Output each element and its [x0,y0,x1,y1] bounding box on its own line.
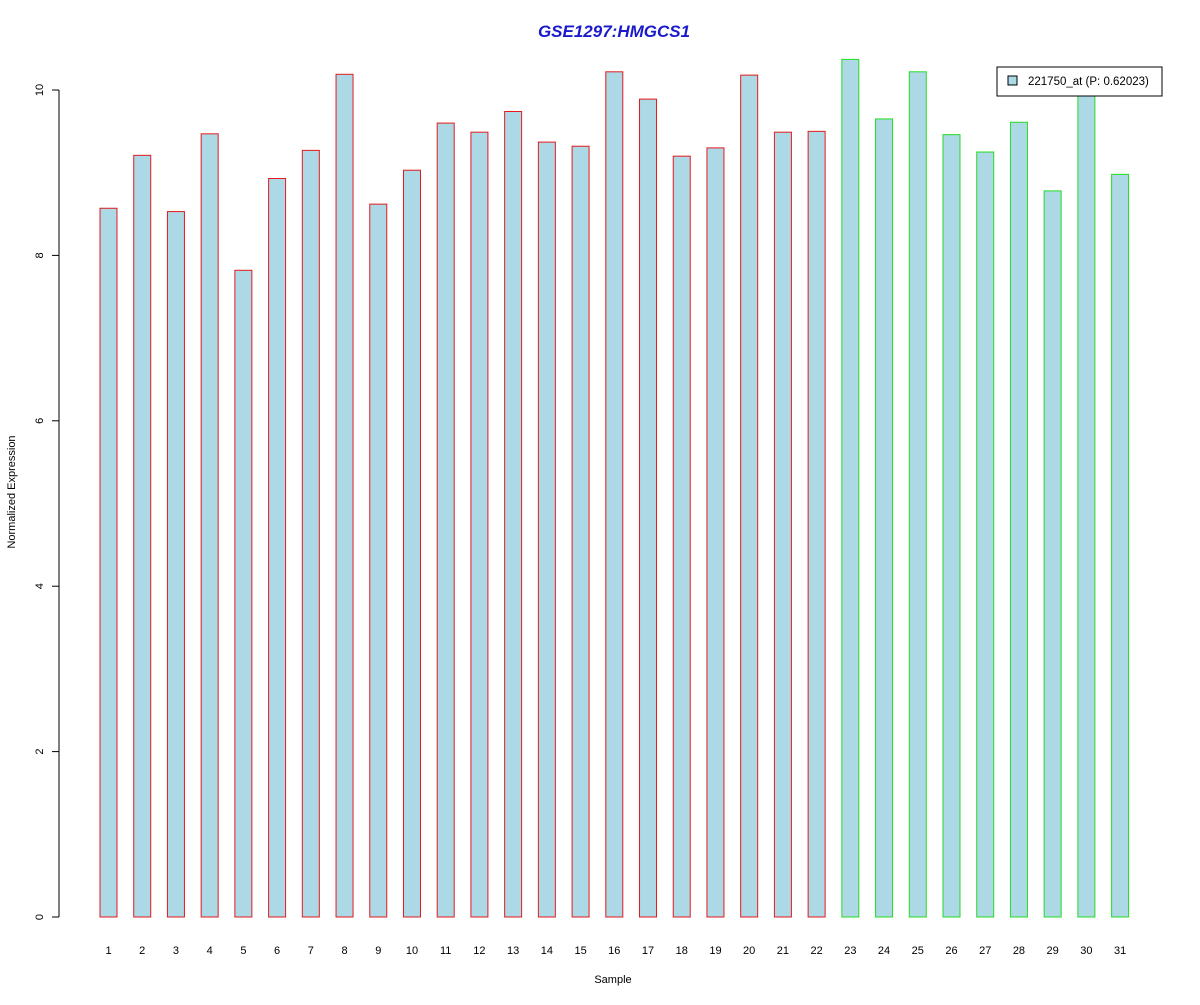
bars-layer [99,58,1130,918]
bar-sample-29 [1043,190,1062,918]
x-tick-label-28: 28 [1013,945,1025,957]
x-tick-label-13: 13 [507,945,519,957]
x-tick-label-25: 25 [912,945,924,957]
bar-sample-9 [369,203,388,918]
bar-sample-17 [639,98,658,918]
legend: 221750_at (P: 0.62023) [996,66,1163,97]
bar-sample-5 [234,269,253,918]
x-tick-label-5: 5 [240,945,246,957]
x-axis-label: Sample [594,974,631,986]
bar-sample-24 [875,118,894,918]
bar-sample-2 [133,154,152,918]
bar-sample-15 [571,145,590,918]
x-tick-label-16: 16 [608,945,620,957]
x-tick-label-1: 1 [105,945,111,957]
bar-sample-31 [1111,173,1130,918]
x-tick-label-9: 9 [375,945,381,957]
bar-sample-18 [672,155,691,918]
bar-sample-30 [1077,90,1096,918]
bar-sample-16 [605,71,624,918]
bar-sample-12 [470,131,489,918]
x-tick-label-7: 7 [308,945,314,957]
x-tick-label-30: 30 [1080,945,1092,957]
y-tick-label-0: 0 [34,914,46,920]
bar-sample-19 [706,147,725,918]
bar-sample-25 [908,71,927,918]
x-tick-label-26: 26 [945,945,957,957]
x-tick-label-6: 6 [274,945,280,957]
x-tick-label-15: 15 [574,945,586,957]
x-tick-label-18: 18 [676,945,688,957]
bar-sample-13 [504,111,523,918]
x-tick-label-12: 12 [473,945,485,957]
bar-sample-14 [537,141,556,918]
x-tick-label-19: 19 [709,945,721,957]
x-axis-labels: 1 2 3 4 5 6 7 8 9 10 11 12 13 14 15 16 17 18 19 20 21 22 23 24 2… [105,945,1126,957]
x-tick-label-27: 27 [979,945,991,957]
y-tick-label-10: 10 [34,84,46,96]
legend-label: 221750_at (P: 0.62023) [1028,76,1149,88]
bar-sample-3 [166,211,185,918]
x-tick-label-10: 10 [406,945,418,957]
y-tick-label-6: 6 [34,418,46,424]
bar-sample-1 [99,207,118,918]
y-tick-label-4: 4 [34,583,46,589]
x-tick-label-20: 20 [743,945,755,957]
bar-sample-6 [268,177,287,918]
bar-sample-8 [335,73,354,918]
x-tick-label-14: 14 [541,945,553,957]
bar-sample-21 [773,131,792,918]
bar-sample-10 [402,169,421,918]
y-tick-label-8: 8 [34,252,46,258]
x-tick-label-31: 31 [1114,945,1126,957]
x-tick-label-11: 11 [440,945,451,957]
bar-sample-22 [807,130,826,918]
x-tick-label-17: 17 [642,945,654,957]
x-tick-label-24: 24 [878,945,890,957]
x-tick-label-21: 21 [777,945,789,957]
bar-sample-7 [301,149,320,918]
x-tick-label-2: 2 [139,945,145,957]
bar-sample-23 [841,58,860,918]
legend-box [996,66,1163,97]
y-tick-label-2: 2 [34,749,46,755]
bar-sample-28 [1009,121,1028,918]
x-tick-label-22: 22 [810,945,822,957]
x-tick-label-23: 23 [844,945,856,957]
x-tick-label-3: 3 [173,945,179,957]
bar-sample-26 [942,134,961,918]
bar-sample-11 [436,122,455,918]
y-axis: 0 2 4 6 8 10 [34,84,60,920]
x-tick-label-4: 4 [207,945,213,957]
legend-swatch [1007,75,1018,86]
bar-sample-27 [976,151,995,918]
chart-title: GSE1297:HMGCS1 [538,22,690,41]
y-axis-label: Normalized Expression [6,435,18,548]
x-tick-label-29: 29 [1047,945,1059,957]
bar-sample-20 [740,74,759,918]
x-tick-label-8: 8 [341,945,347,957]
bar-sample-4 [200,133,219,918]
